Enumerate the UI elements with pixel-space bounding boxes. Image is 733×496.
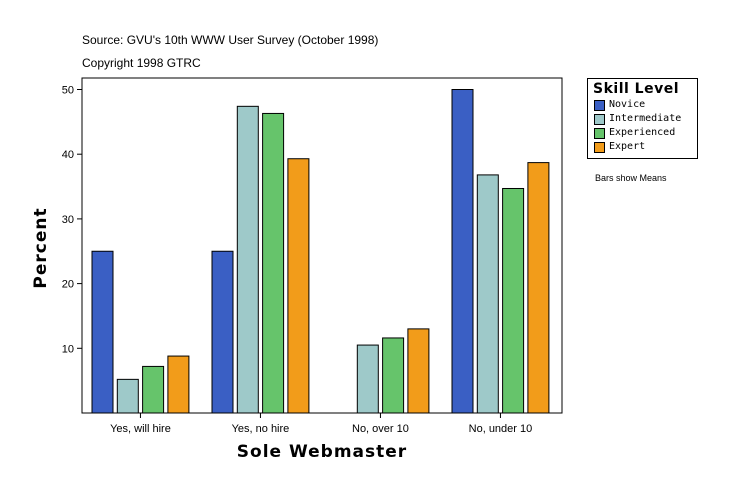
bar-intermediate-no-over-10	[356, 344, 379, 414]
bar-expert-no-over-10	[407, 328, 430, 414]
legend: Skill Level Novice Intermediate Experien…	[587, 78, 698, 159]
bars-note: Bars show Means	[595, 173, 667, 183]
legend-label-novice: Novice	[609, 99, 646, 110]
bar-experienced-no-over-10	[382, 337, 405, 414]
legend-swatch-expert	[594, 142, 605, 153]
bar-expert-yes-will-hire	[167, 355, 190, 414]
x-tick-label-no-over-10: No, over 10	[352, 423, 409, 435]
x-tick-label-no-under-10: No, under 10	[469, 423, 533, 435]
x-axis: Yes, will hire Yes, no hire No, over 10 No,…	[110, 413, 532, 435]
bar-intermediate-yes-will-hire	[116, 378, 139, 414]
legend-swatch-novice	[594, 100, 605, 111]
y-tick-label-40: 40	[62, 149, 74, 161]
legend-swatch-experienced	[594, 128, 605, 139]
bar-novice-no-under-10	[451, 89, 474, 414]
legend-swatch-intermediate	[594, 114, 605, 125]
legend-title: Skill Level	[593, 81, 679, 97]
copyright-caption: Copyright 1998 GTRC	[82, 56, 201, 70]
x-tick-label-yes-will-hire: Yes, will hire	[110, 423, 171, 435]
y-axis: 10 20 30 40 50	[62, 85, 82, 355]
bars-group	[91, 89, 550, 414]
y-axis-label: Percent	[31, 207, 51, 288]
source-caption: Source: GVU's 10th WWW User Survey (Octo…	[82, 33, 379, 47]
y-tick-label-10: 10	[62, 343, 74, 355]
y-tick-label-30: 30	[62, 214, 74, 226]
bar-expert-yes-no-hire	[287, 158, 310, 414]
x-tick-label-yes-no-hire: Yes, no hire	[232, 423, 290, 435]
bar-experienced-no-under-10	[502, 187, 525, 414]
bar-intermediate-yes-no-hire	[236, 105, 259, 414]
legend-label-expert: Expert	[609, 141, 646, 152]
bar-experienced-yes-no-hire	[262, 112, 285, 414]
bar-expert-no-under-10	[527, 162, 550, 414]
bar-novice-yes-will-hire	[91, 250, 114, 414]
bar-novice-yes-no-hire	[211, 250, 234, 414]
x-axis-label: Sole Webmaster	[237, 442, 407, 462]
y-tick-label-50: 50	[62, 85, 74, 97]
y-tick-label-20: 20	[62, 279, 74, 291]
legend-label-intermediate: Intermediate	[609, 113, 682, 124]
legend-label-experienced: Experienced	[609, 127, 676, 138]
bar-experienced-yes-will-hire	[142, 365, 165, 414]
bar-intermediate-no-under-10	[476, 174, 499, 414]
